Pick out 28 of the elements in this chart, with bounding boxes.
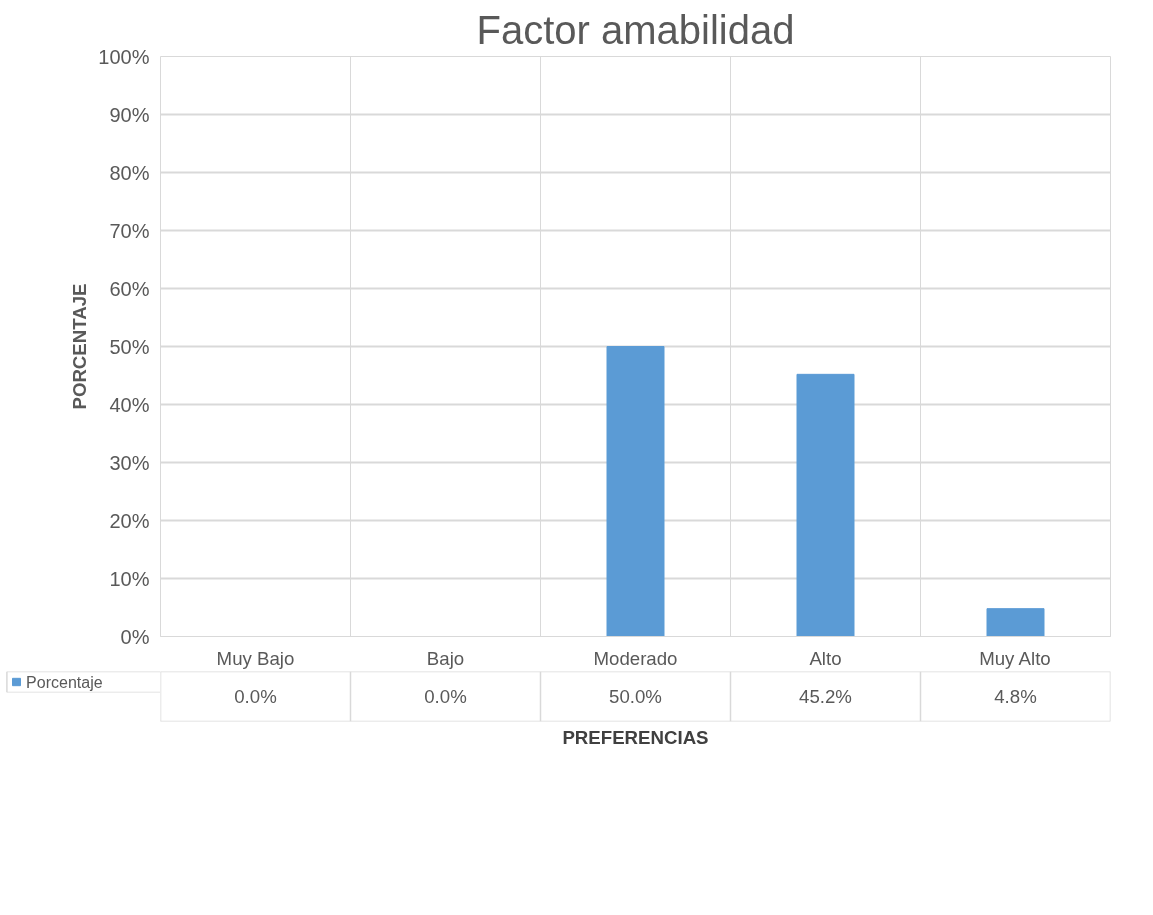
y-tick-label: 100% [98,45,150,68]
bar [986,608,1045,637]
chart-title: Factor amabilidad [476,7,795,52]
y-tick-label: 40% [109,393,150,416]
y-tick-label: 30% [109,451,150,474]
bar [796,373,855,637]
x-tick-label: Muy Alto [979,647,1051,669]
y-tick-label: 90% [109,103,150,126]
x-tick-label: Muy Bajo [216,647,295,669]
bar [606,346,665,637]
x-tick-label: Bajo [426,647,465,669]
data-label: 45.2% [799,686,852,707]
data-label: 0.0% [234,686,277,707]
y-tick-label: 70% [109,219,150,242]
y-tick-label: 20% [109,509,150,532]
x-axis-title: PREFERENCIAS [562,726,709,748]
y-tick-label: 0% [120,625,150,648]
data-label: 0.0% [424,686,467,707]
data-label: 4.8% [994,686,1037,707]
y-tick-label: 50% [109,335,150,358]
y-tick-label: 60% [109,277,150,300]
x-tick-label: Moderado [593,647,678,669]
y-tick-label: 10% [109,567,150,590]
x-tick-label: Alto [809,647,842,669]
y-tick-label: 80% [109,161,150,184]
data-label: 50.0% [609,686,662,707]
legend-label: Porcentaje [26,673,103,691]
y-axis-title: PORCENTAJE [69,283,91,410]
